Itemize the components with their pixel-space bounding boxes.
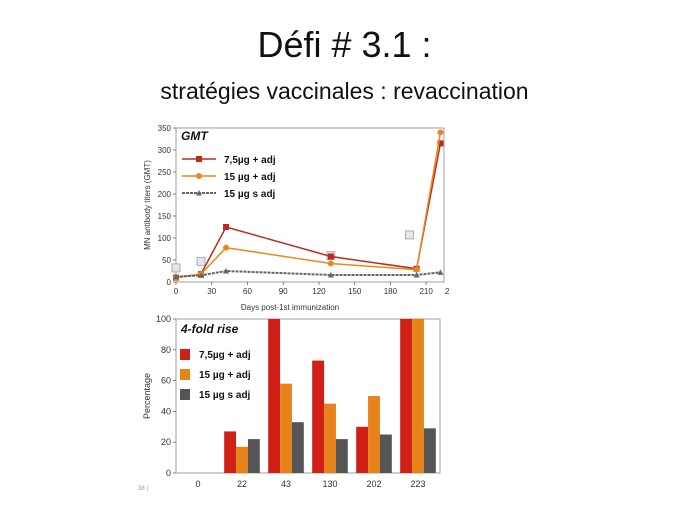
line-point-s3 [223, 268, 230, 274]
bar-s1-202 [356, 426, 369, 473]
line-plot-frame [175, 127, 445, 283]
line-point-s3 [198, 272, 205, 278]
line-annotation-box [405, 230, 414, 240]
line-point-s3 [173, 273, 179, 280]
line-x-tick-label-partial: 2 [445, 287, 450, 296]
bar-legend-label: 7,5µg + adj [199, 350, 251, 361]
line-x-axis-label: Days post-1st immunization [241, 303, 339, 312]
line-y-tick-label: 150 [158, 212, 172, 221]
line-point-s2 [437, 129, 444, 136]
line-y-tick-label: 0 [167, 278, 172, 287]
slide-subtitle: stratégies vaccinales : revaccination [160, 78, 529, 104]
bar-y-tick-label: 0 [166, 468, 171, 478]
bar-x-tick-label: 130 [322, 479, 337, 489]
bar-y-axis-label: Percentage [142, 373, 152, 419]
line-legend-marker [196, 190, 202, 196]
line-point-s3 [327, 271, 334, 278]
bar-x-tick-label: 223 [410, 479, 425, 489]
bar-legend-label: 15 µg + adj [199, 370, 251, 381]
bar-s3-22 [247, 439, 260, 473]
bar-y-tick-label: 60 [161, 376, 171, 386]
line-y-axis-label: MN antibody titers (GMT) [143, 160, 152, 250]
bar-y-tick-label: 20 [161, 437, 171, 447]
bar-s2-223 [412, 319, 424, 473]
line-y-tick-label: 50 [162, 256, 171, 265]
line-chart-title: GMT [181, 129, 209, 143]
bar-legend-label: 15 µg s adj [199, 390, 251, 401]
line-x-tick-label: 120 [312, 287, 326, 296]
line-legend-marker [196, 173, 202, 179]
bar-s3-130 [335, 439, 348, 473]
bar-chart-title: 4-fold rise [180, 322, 239, 336]
line-point-s1 [327, 253, 334, 260]
line-legend-label: 15 µg s adj [224, 189, 276, 200]
line-point-s2 [223, 244, 230, 251]
bar-s3-43 [291, 422, 304, 473]
bar-legend-swatch [180, 349, 190, 360]
bar-s2-43 [280, 383, 292, 473]
bar-s1-22 [224, 431, 237, 473]
line-y-tick-label: 350 [158, 124, 172, 133]
line-point-s2 [327, 260, 334, 267]
bar-y-tick-label: 40 [161, 406, 171, 416]
line-point-s1 [223, 224, 230, 230]
line-point-s3 [437, 269, 444, 275]
bar-y-tick-label: 100 [156, 314, 171, 324]
bar-plot-frame [175, 318, 441, 474]
line-x-tick-label: 210 [419, 287, 433, 296]
bar-x-tick-label: 202 [366, 479, 381, 489]
line-x-tick-label: 30 [207, 287, 216, 296]
line-y-tick-label: 200 [158, 190, 172, 199]
line-series-3 [175, 269, 441, 278]
line-legend-marker [196, 156, 202, 162]
bar-s1-43 [268, 319, 281, 473]
bar-s3-223 [423, 428, 436, 473]
line-point-s1 [437, 140, 444, 147]
line-y-tick-label: 250 [158, 168, 172, 177]
line-annotation-box [196, 256, 206, 266]
slide-title: Défi # 3.1 : [257, 24, 432, 65]
bar-s2-130 [324, 403, 336, 473]
bar-s1-130 [312, 360, 325, 473]
line-x-tick-label: 180 [384, 287, 398, 296]
bar-s2-22 [236, 446, 248, 473]
bar-s3-202 [379, 434, 392, 473]
line-point-s3 [413, 271, 420, 278]
bar-s2-202 [368, 396, 380, 473]
line-y-tick-label: 300 [158, 146, 172, 155]
bar-x-tick-label: 22 [237, 479, 247, 489]
line-y-tick-label: 100 [158, 234, 172, 243]
page-number: 38 | [138, 486, 148, 492]
bar-x-tick-label: 0 [195, 479, 200, 489]
line-annotation-box [171, 263, 181, 273]
bar-s1-223 [400, 319, 413, 473]
bar-x-tick-label: 43 [281, 479, 291, 489]
line-x-tick-label: 60 [243, 287, 252, 296]
line-point-s2 [413, 266, 420, 273]
bar-y-tick-label: 80 [161, 345, 171, 355]
line-legend-label: 7,5µg + adj [224, 155, 276, 166]
line-x-tick-label: 90 [279, 287, 288, 296]
line-x-tick-label: 0 [174, 287, 179, 296]
bar-legend-swatch [180, 389, 190, 400]
bar-legend-swatch [180, 369, 190, 380]
line-x-tick-label: 150 [348, 287, 362, 296]
line-legend-label: 15 µg + adj [224, 172, 276, 183]
